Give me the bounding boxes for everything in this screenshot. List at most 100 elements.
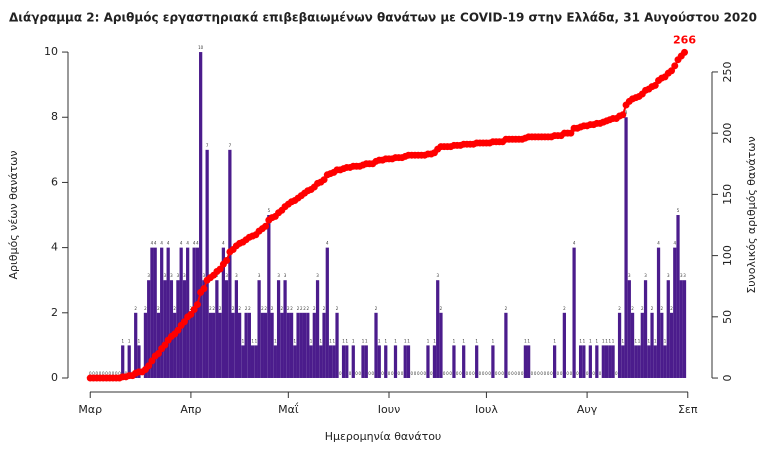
- bar: [241, 345, 245, 378]
- bar: [611, 345, 615, 378]
- bar: [127, 345, 131, 378]
- bar: [679, 280, 683, 378]
- bar-value-label: 0: [118, 371, 121, 376]
- cumulative-point: [681, 48, 689, 56]
- bar: [173, 312, 177, 378]
- bar: [364, 345, 368, 378]
- bar: [319, 345, 323, 378]
- bar-value-label: 1: [294, 338, 297, 343]
- bar-value-label: 2: [440, 306, 443, 311]
- bar: [439, 312, 443, 378]
- bar-value-label: 0: [443, 371, 446, 376]
- bar-value-label: 3: [147, 273, 150, 278]
- bar-value-label: 0: [557, 371, 560, 376]
- bar: [325, 247, 329, 378]
- bar: [432, 345, 437, 378]
- bar: [293, 345, 297, 378]
- bar: [426, 345, 430, 378]
- bar-value-label: 0: [550, 371, 553, 376]
- bar-value-label: 1: [638, 338, 641, 343]
- bar-value-label: 1: [333, 338, 336, 343]
- x-tick-label: Αυγ: [577, 403, 598, 416]
- bar-value-label: 0: [586, 371, 589, 376]
- bar-value-label: 2: [245, 306, 248, 311]
- bar-value-label: 2: [287, 306, 290, 311]
- bar-value-label: 2: [238, 306, 241, 311]
- bar-value-label: 0: [102, 371, 105, 376]
- bar: [169, 280, 174, 378]
- bar: [374, 312, 378, 378]
- cumulative-point: [619, 111, 627, 119]
- bar-value-label: 2: [631, 306, 634, 311]
- y-tick-label: 4: [51, 241, 58, 254]
- bar-value-label: 3: [216, 273, 219, 278]
- bar: [643, 280, 648, 378]
- bar-value-label: 0: [488, 371, 491, 376]
- y-tick-label: 0: [51, 371, 58, 384]
- bar: [147, 280, 151, 378]
- bar: [682, 280, 687, 378]
- bar-value-label: 3: [183, 273, 186, 278]
- bar-value-label: 0: [368, 371, 371, 376]
- bar-value-label: 1: [664, 338, 667, 343]
- bar: [121, 345, 125, 378]
- cumulative-end-label: 266: [673, 33, 696, 46]
- bar: [601, 345, 605, 378]
- cumulative-point: [223, 257, 231, 265]
- bar: [578, 345, 583, 378]
- bar: [673, 247, 677, 378]
- bar-value-label: 2: [212, 306, 215, 311]
- bar: [663, 345, 667, 378]
- bar-value-label: 1: [121, 338, 124, 343]
- bar-value-label: 1: [524, 338, 527, 343]
- bar-value-label: 0: [531, 371, 534, 376]
- bar: [341, 345, 346, 378]
- bar-value-label: 1: [602, 338, 605, 343]
- bar-value-label: 1: [407, 338, 410, 343]
- bar-value-label: 4: [193, 241, 196, 246]
- bar-value-label: 3: [170, 273, 173, 278]
- x-tick-label: Σεπ: [678, 403, 698, 416]
- bar: [228, 149, 232, 378]
- bar: [199, 52, 203, 378]
- bar-value-label: 0: [599, 371, 602, 376]
- bar-value-label: 1: [583, 338, 586, 343]
- bar: [195, 247, 200, 378]
- bar-value-label: 0: [449, 371, 452, 376]
- bar-value-label: 3: [436, 273, 439, 278]
- bar-value-label: 0: [105, 371, 108, 376]
- bar-value-label: 0: [540, 371, 543, 376]
- bar-value-label: 0: [115, 371, 118, 376]
- bar-value-label: 1: [589, 338, 592, 343]
- bar: [250, 345, 255, 378]
- bar-value-label: 1: [362, 338, 365, 343]
- bar: [617, 312, 622, 378]
- bar-value-label: 0: [456, 371, 459, 376]
- x-tick-label: Απρ: [180, 403, 201, 416]
- bar-value-label: 2: [336, 306, 339, 311]
- bar-value-label: 3: [235, 273, 238, 278]
- bar-value-label: 4: [167, 241, 170, 246]
- bar-value-label: 2: [271, 306, 274, 311]
- bar-value-label: 0: [92, 371, 95, 376]
- bar-value-label: 1: [462, 338, 465, 343]
- bar: [595, 345, 599, 378]
- bar: [150, 247, 154, 378]
- bar-value-label: 1: [310, 338, 313, 343]
- bar: [624, 117, 628, 378]
- bar-value-label: 0: [446, 371, 449, 376]
- bar: [351, 345, 355, 378]
- bar-value-label: 0: [495, 371, 498, 376]
- bar: [186, 247, 190, 378]
- bar-value-label: 2: [618, 306, 621, 311]
- bar-value-label: 2: [313, 306, 316, 311]
- bar-value-label: 0: [518, 371, 521, 376]
- bar-value-label: 2: [563, 306, 566, 311]
- bar-value-label: 4: [180, 241, 183, 246]
- bar: [276, 280, 281, 378]
- bar-value-label: 0: [576, 371, 579, 376]
- bar: [189, 312, 193, 378]
- bar-value-label: 1: [553, 338, 556, 343]
- bar: [260, 312, 264, 378]
- bar-value-label: 0: [615, 371, 618, 376]
